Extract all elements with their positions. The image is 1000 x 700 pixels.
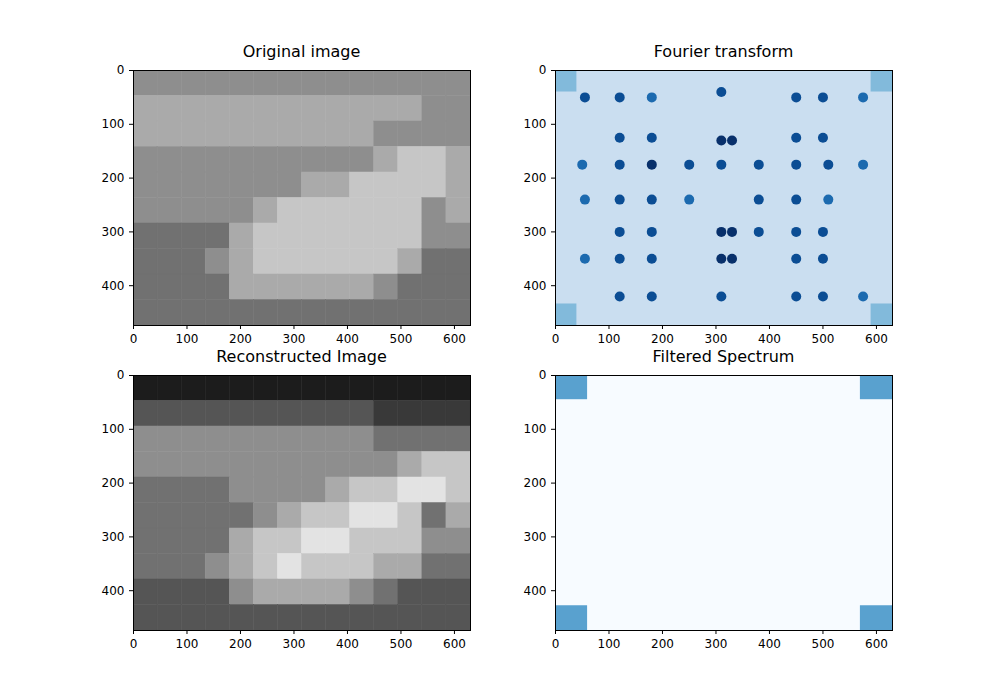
- svg-text:0: 0: [552, 332, 560, 346]
- svg-text:300: 300: [524, 225, 547, 239]
- svg-text:200: 200: [524, 476, 547, 490]
- html-text:Reconstructed Image: Reconstructed Image: [216, 347, 387, 366]
- svg-text:0: 0: [552, 637, 560, 651]
- svg-text:500: 500: [812, 637, 835, 651]
- html-text:Fourier transform: Fourier transform: [653, 42, 794, 61]
- svg-text:100: 100: [176, 332, 199, 346]
- svg-text:100: 100: [524, 117, 547, 131]
- svg-text:300: 300: [705, 332, 728, 346]
- svg-text:300: 300: [283, 332, 306, 346]
- svg-text:200: 200: [651, 637, 674, 651]
- svg-text:100: 100: [524, 422, 547, 436]
- svg-text:500: 500: [390, 332, 413, 346]
- svg-text:0: 0: [539, 63, 547, 77]
- svg-text:300: 300: [524, 530, 547, 544]
- svg-text:200: 200: [102, 171, 125, 185]
- svg-text:400: 400: [102, 584, 125, 598]
- svg-text:200: 200: [229, 332, 252, 346]
- svg-text:600: 600: [865, 332, 888, 346]
- svg-text:400: 400: [524, 279, 547, 293]
- svg-text:0: 0: [539, 368, 547, 382]
- svg-text:200: 200: [524, 171, 547, 185]
- svg-text:400: 400: [758, 332, 781, 346]
- svg-text:200: 200: [229, 637, 252, 651]
- svg-text:500: 500: [390, 637, 413, 651]
- svg-text:100: 100: [102, 117, 125, 131]
- svg-text:600: 600: [443, 637, 466, 651]
- svg-text:0: 0: [130, 637, 138, 651]
- html-text:Filtered Spectrum: Filtered Spectrum: [652, 347, 795, 366]
- svg-text:0: 0: [117, 63, 125, 77]
- svg-text:0: 0: [130, 332, 138, 346]
- svg-text:300: 300: [102, 530, 125, 544]
- svg-text:300: 300: [102, 225, 125, 239]
- svg-text:100: 100: [102, 422, 125, 436]
- svg-text:400: 400: [524, 584, 547, 598]
- svg-text:100: 100: [176, 637, 199, 651]
- svg-text:0: 0: [117, 368, 125, 382]
- svg-text:400: 400: [336, 637, 359, 651]
- svg-text:400: 400: [336, 332, 359, 346]
- svg-text:200: 200: [651, 332, 674, 346]
- svg-text:300: 300: [705, 637, 728, 651]
- svg-text:200: 200: [102, 476, 125, 490]
- svg-text:400: 400: [102, 279, 125, 293]
- svg-text:400: 400: [758, 637, 781, 651]
- html-text:Original image: Original image: [242, 42, 361, 61]
- svg-text:500: 500: [812, 332, 835, 346]
- svg-text:600: 600: [865, 637, 888, 651]
- svg-text:300: 300: [283, 637, 306, 651]
- svg-text:100: 100: [598, 637, 621, 651]
- svg-text:100: 100: [598, 332, 621, 346]
- svg-text:600: 600: [443, 332, 466, 346]
